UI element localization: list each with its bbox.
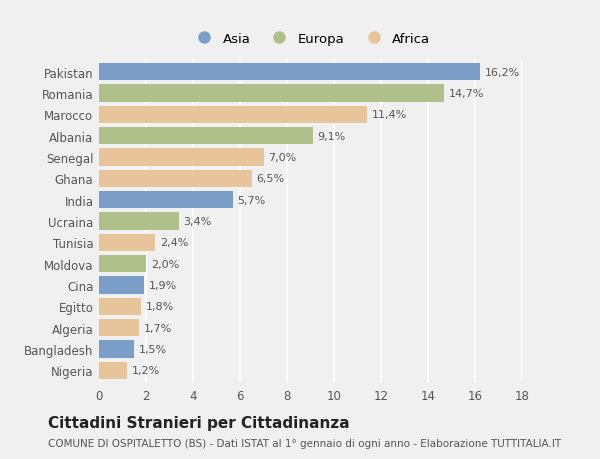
Text: 14,7%: 14,7% (449, 89, 485, 99)
Text: 5,7%: 5,7% (238, 195, 266, 205)
Text: 1,8%: 1,8% (146, 302, 174, 312)
Text: 1,2%: 1,2% (132, 365, 160, 375)
Text: 3,4%: 3,4% (184, 217, 212, 226)
Bar (99, 341, 134, 358)
Bar (99, 170, 252, 188)
Text: 7,0%: 7,0% (268, 152, 296, 162)
Bar (99, 277, 143, 294)
Legend: Asia, Europa, Africa: Asia, Europa, Africa (185, 28, 436, 51)
Text: 2,0%: 2,0% (151, 259, 179, 269)
Text: 9,1%: 9,1% (317, 131, 346, 141)
Text: 1,7%: 1,7% (143, 323, 172, 333)
Bar (99, 128, 313, 145)
Text: 2,4%: 2,4% (160, 238, 188, 248)
Bar (99, 319, 139, 336)
Bar (99, 213, 179, 230)
Bar (99, 255, 146, 273)
Bar (99, 106, 367, 124)
Bar (99, 234, 155, 252)
Bar (99, 191, 233, 209)
Bar (99, 85, 445, 102)
Text: COMUNE DI OSPITALETTO (BS) - Dati ISTAT al 1° gennaio di ogni anno - Elaborazion: COMUNE DI OSPITALETTO (BS) - Dati ISTAT … (48, 438, 561, 448)
Text: 11,4%: 11,4% (371, 110, 407, 120)
Bar (99, 64, 480, 81)
Text: Cittadini Stranieri per Cittadinanza: Cittadini Stranieri per Cittadinanza (48, 415, 350, 431)
Text: 1,5%: 1,5% (139, 344, 167, 354)
Bar (99, 149, 263, 166)
Bar (99, 362, 127, 379)
Text: 6,5%: 6,5% (256, 174, 284, 184)
Bar (99, 298, 142, 315)
Text: 1,9%: 1,9% (148, 280, 176, 291)
Text: 16,2%: 16,2% (484, 67, 520, 78)
